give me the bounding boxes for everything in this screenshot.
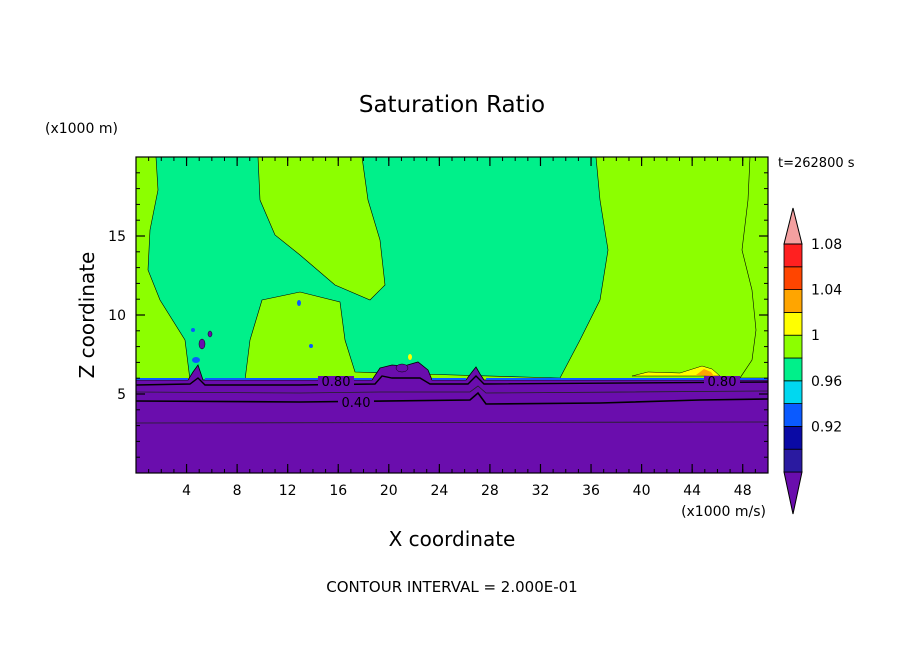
colorbar-swatch [783, 266, 803, 290]
colorbar-tick-label: 1.04 [811, 283, 842, 299]
x-tick-label: 28 [481, 483, 499, 499]
colorbar: 0.92 0.96 1 1.04 1.08 [783, 207, 842, 515]
x-tick-label: 40 [633, 483, 651, 499]
x-tick-label: 44 [683, 483, 701, 499]
colorbar-tick-label: 0.96 [811, 374, 842, 390]
x-axis: 4 8 12 16 20 24 28 32 36 40 44 48 [148, 157, 756, 499]
colorbar-swatch [783, 380, 803, 404]
x-tick-label: 24 [430, 483, 448, 499]
contour-label-080: 0.80 [708, 375, 737, 390]
x-tick-label: 20 [380, 483, 398, 499]
colorbar-swatch [783, 334, 803, 359]
contour-labels: 0.80 0.80 0.40 [318, 375, 740, 411]
x-tick-label: 8 [233, 483, 242, 499]
colorbar-swatch [783, 448, 803, 473]
region-undersaturated-blob [192, 357, 200, 363]
colorbar-swatch [783, 403, 803, 427]
x-unit-label: (x1000 m/s) [681, 504, 766, 520]
x-tick-label: 36 [582, 483, 600, 499]
colorbar-tick-label: 1 [811, 328, 820, 344]
region-undersaturated-blob [297, 300, 301, 306]
footer-contour-interval: CONTOUR INTERVAL = 2.000E-01 [326, 578, 577, 596]
x-tick-label: 48 [734, 483, 752, 499]
x-tick-label: 16 [329, 483, 347, 499]
colorbar-swatch [783, 243, 803, 268]
y-axis: 5 10 15 [108, 172, 768, 458]
contour-label-040: 0.40 [342, 396, 371, 411]
colorbar-swatch [783, 425, 803, 450]
region-undersaturated-blob [309, 344, 313, 348]
colorbar-swatch [783, 289, 803, 313]
time-label: t=262800 s [778, 156, 855, 171]
x-tick-label: 32 [532, 483, 550, 499]
region-undersaturated-blob [207, 330, 213, 338]
y-tick-label: 10 [108, 308, 126, 324]
colorbar-under-triangle [783, 471, 803, 515]
region-supersaturated-orange [696, 369, 714, 376]
region-undersaturated-blob [191, 328, 195, 332]
contour-line-020 [136, 421, 768, 424]
x-tick-label: 12 [279, 483, 297, 499]
region-supersaturated-blob [408, 354, 412, 360]
contour-line-080 [136, 375, 768, 386]
colorbar-tick-label: 0.92 [811, 419, 842, 435]
colorbar-tick-label: 1.08 [811, 237, 842, 253]
y-tick-label: 15 [108, 229, 126, 245]
chart-title: Saturation Ratio [359, 92, 545, 118]
y-tick-label: 5 [117, 387, 126, 403]
colorbar-over-triangle [783, 207, 803, 245]
region-supersaturated-green-strip [739, 157, 768, 379]
x-tick-label: 4 [182, 483, 191, 499]
contour-line-060 [136, 385, 768, 394]
region-saturated-cyan-green [147, 157, 609, 381]
colorbar-swatch [783, 357, 803, 382]
contour-label-080: 0.80 [322, 375, 351, 390]
region-undersaturated-blob [395, 363, 409, 373]
y-unit-label: (x1000 m) [45, 121, 118, 137]
region-undersaturated-blob [198, 338, 206, 350]
contour-line-040 [136, 391, 768, 405]
contour-field [136, 157, 768, 473]
colorbar-swatch [783, 311, 803, 336]
x-axis-title: X coordinate [389, 527, 516, 551]
y-axis-title: Z coordinate [75, 252, 99, 379]
